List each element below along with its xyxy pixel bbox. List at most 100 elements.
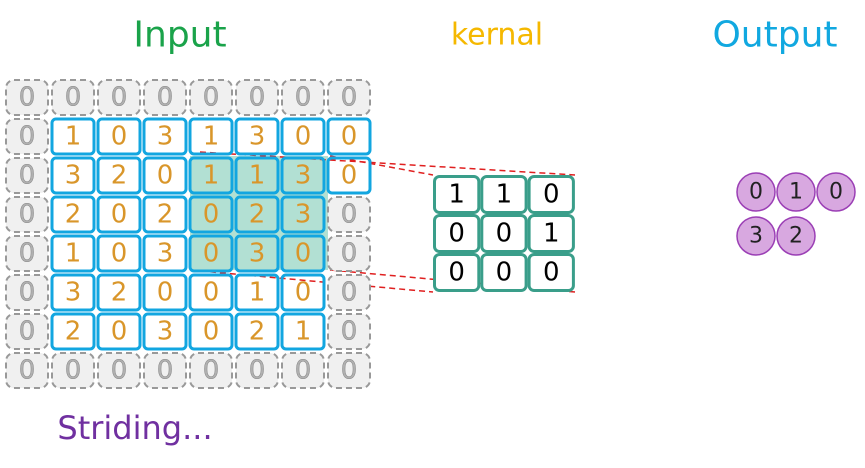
input-cell	[188, 312, 234, 351]
output-value: 0	[829, 180, 843, 205]
kernel-value: 1	[543, 219, 560, 249]
input-cell	[50, 156, 96, 195]
padding-value: 0	[19, 200, 36, 230]
input-value: 2	[157, 200, 174, 230]
output-value: 3	[749, 224, 763, 249]
padding-cell	[327, 79, 371, 116]
kernel-value: 1	[448, 180, 465, 210]
input-cell	[280, 117, 326, 156]
input-value: 0	[111, 200, 128, 230]
input-value: 1	[203, 161, 220, 191]
padding-value: 0	[341, 317, 358, 347]
padding-value: 0	[295, 356, 312, 386]
padding-cell	[327, 352, 371, 389]
padding-value: 0	[19, 161, 36, 191]
input-cell	[234, 312, 280, 351]
input-value: 1	[249, 278, 266, 308]
kernel-value: 0	[496, 219, 513, 249]
input-cell	[142, 234, 188, 273]
padding-cell	[5, 79, 49, 116]
padding-value: 0	[19, 278, 36, 308]
padding-value: 0	[65, 356, 82, 386]
input-value: 1	[65, 239, 82, 269]
kernel-value: 0	[448, 219, 465, 249]
padding-cell	[5, 313, 49, 350]
input-cell	[96, 156, 142, 195]
padding-cell	[5, 196, 49, 233]
padding-cell	[327, 196, 371, 233]
padding-value: 0	[341, 356, 358, 386]
padding-value: 0	[111, 83, 128, 113]
input-cell	[234, 156, 280, 195]
kernel-cell	[480, 214, 528, 253]
input-cell	[96, 312, 142, 351]
input-value: 1	[203, 122, 220, 152]
input-value: 1	[249, 161, 266, 191]
highlight-region	[190, 156, 328, 270]
kernel-value: 0	[448, 258, 465, 288]
input-value: 1	[65, 122, 82, 152]
input-cell	[280, 195, 326, 234]
input-cell	[142, 273, 188, 312]
input-value: 3	[65, 278, 82, 308]
padding-cell	[235, 352, 279, 389]
padding-cell	[97, 79, 141, 116]
padding-value: 0	[341, 200, 358, 230]
padding-value: 0	[19, 122, 36, 152]
kernel-cell	[527, 253, 575, 292]
input-cell	[280, 312, 326, 351]
input-cell	[326, 117, 372, 156]
padding-cell	[5, 274, 49, 311]
kernel-cell	[480, 175, 528, 214]
padding-value: 0	[295, 83, 312, 113]
input-value: 0	[111, 122, 128, 152]
kernel-cell	[433, 214, 481, 253]
input-cell	[234, 195, 280, 234]
input-value: 3	[65, 161, 82, 191]
input-cell	[96, 195, 142, 234]
input-cell	[234, 273, 280, 312]
input-cell	[96, 117, 142, 156]
input-cell	[280, 273, 326, 312]
input-cell	[96, 273, 142, 312]
input-cell	[280, 156, 326, 195]
padding-value: 0	[249, 356, 266, 386]
output-cell	[736, 172, 776, 212]
output-cell	[776, 172, 816, 212]
input-value: 3	[249, 122, 266, 152]
output-cell	[776, 216, 816, 256]
kernel-cell	[480, 253, 528, 292]
input-value: 0	[157, 161, 174, 191]
kernel-title: kernal	[451, 18, 543, 53]
padding-cell	[51, 352, 95, 389]
input-value: 3	[295, 161, 312, 191]
padding-cell	[235, 79, 279, 116]
padding-cell	[189, 79, 233, 116]
input-value: 0	[111, 317, 128, 347]
padding-cell	[281, 79, 325, 116]
input-cell	[234, 234, 280, 273]
input-value: 3	[157, 122, 174, 152]
input-value: 0	[295, 122, 312, 152]
padding-cell	[5, 352, 49, 389]
input-cell	[142, 312, 188, 351]
padding-value: 0	[157, 83, 174, 113]
padding-cell	[143, 79, 187, 116]
padding-value: 0	[341, 239, 358, 269]
input-cell	[50, 312, 96, 351]
input-cell	[50, 273, 96, 312]
padding-cell	[97, 352, 141, 389]
kernel-value: 0	[543, 258, 560, 288]
padding-cell	[51, 79, 95, 116]
input-value: 3	[157, 239, 174, 269]
input-value: 0	[295, 278, 312, 308]
input-cell	[142, 117, 188, 156]
kernel-cell	[527, 214, 575, 253]
input-value: 2	[111, 161, 128, 191]
padding-cell	[327, 313, 371, 350]
input-value: 1	[295, 317, 312, 347]
input-value: 2	[65, 200, 82, 230]
padding-cell	[327, 274, 371, 311]
padding-cell	[189, 352, 233, 389]
